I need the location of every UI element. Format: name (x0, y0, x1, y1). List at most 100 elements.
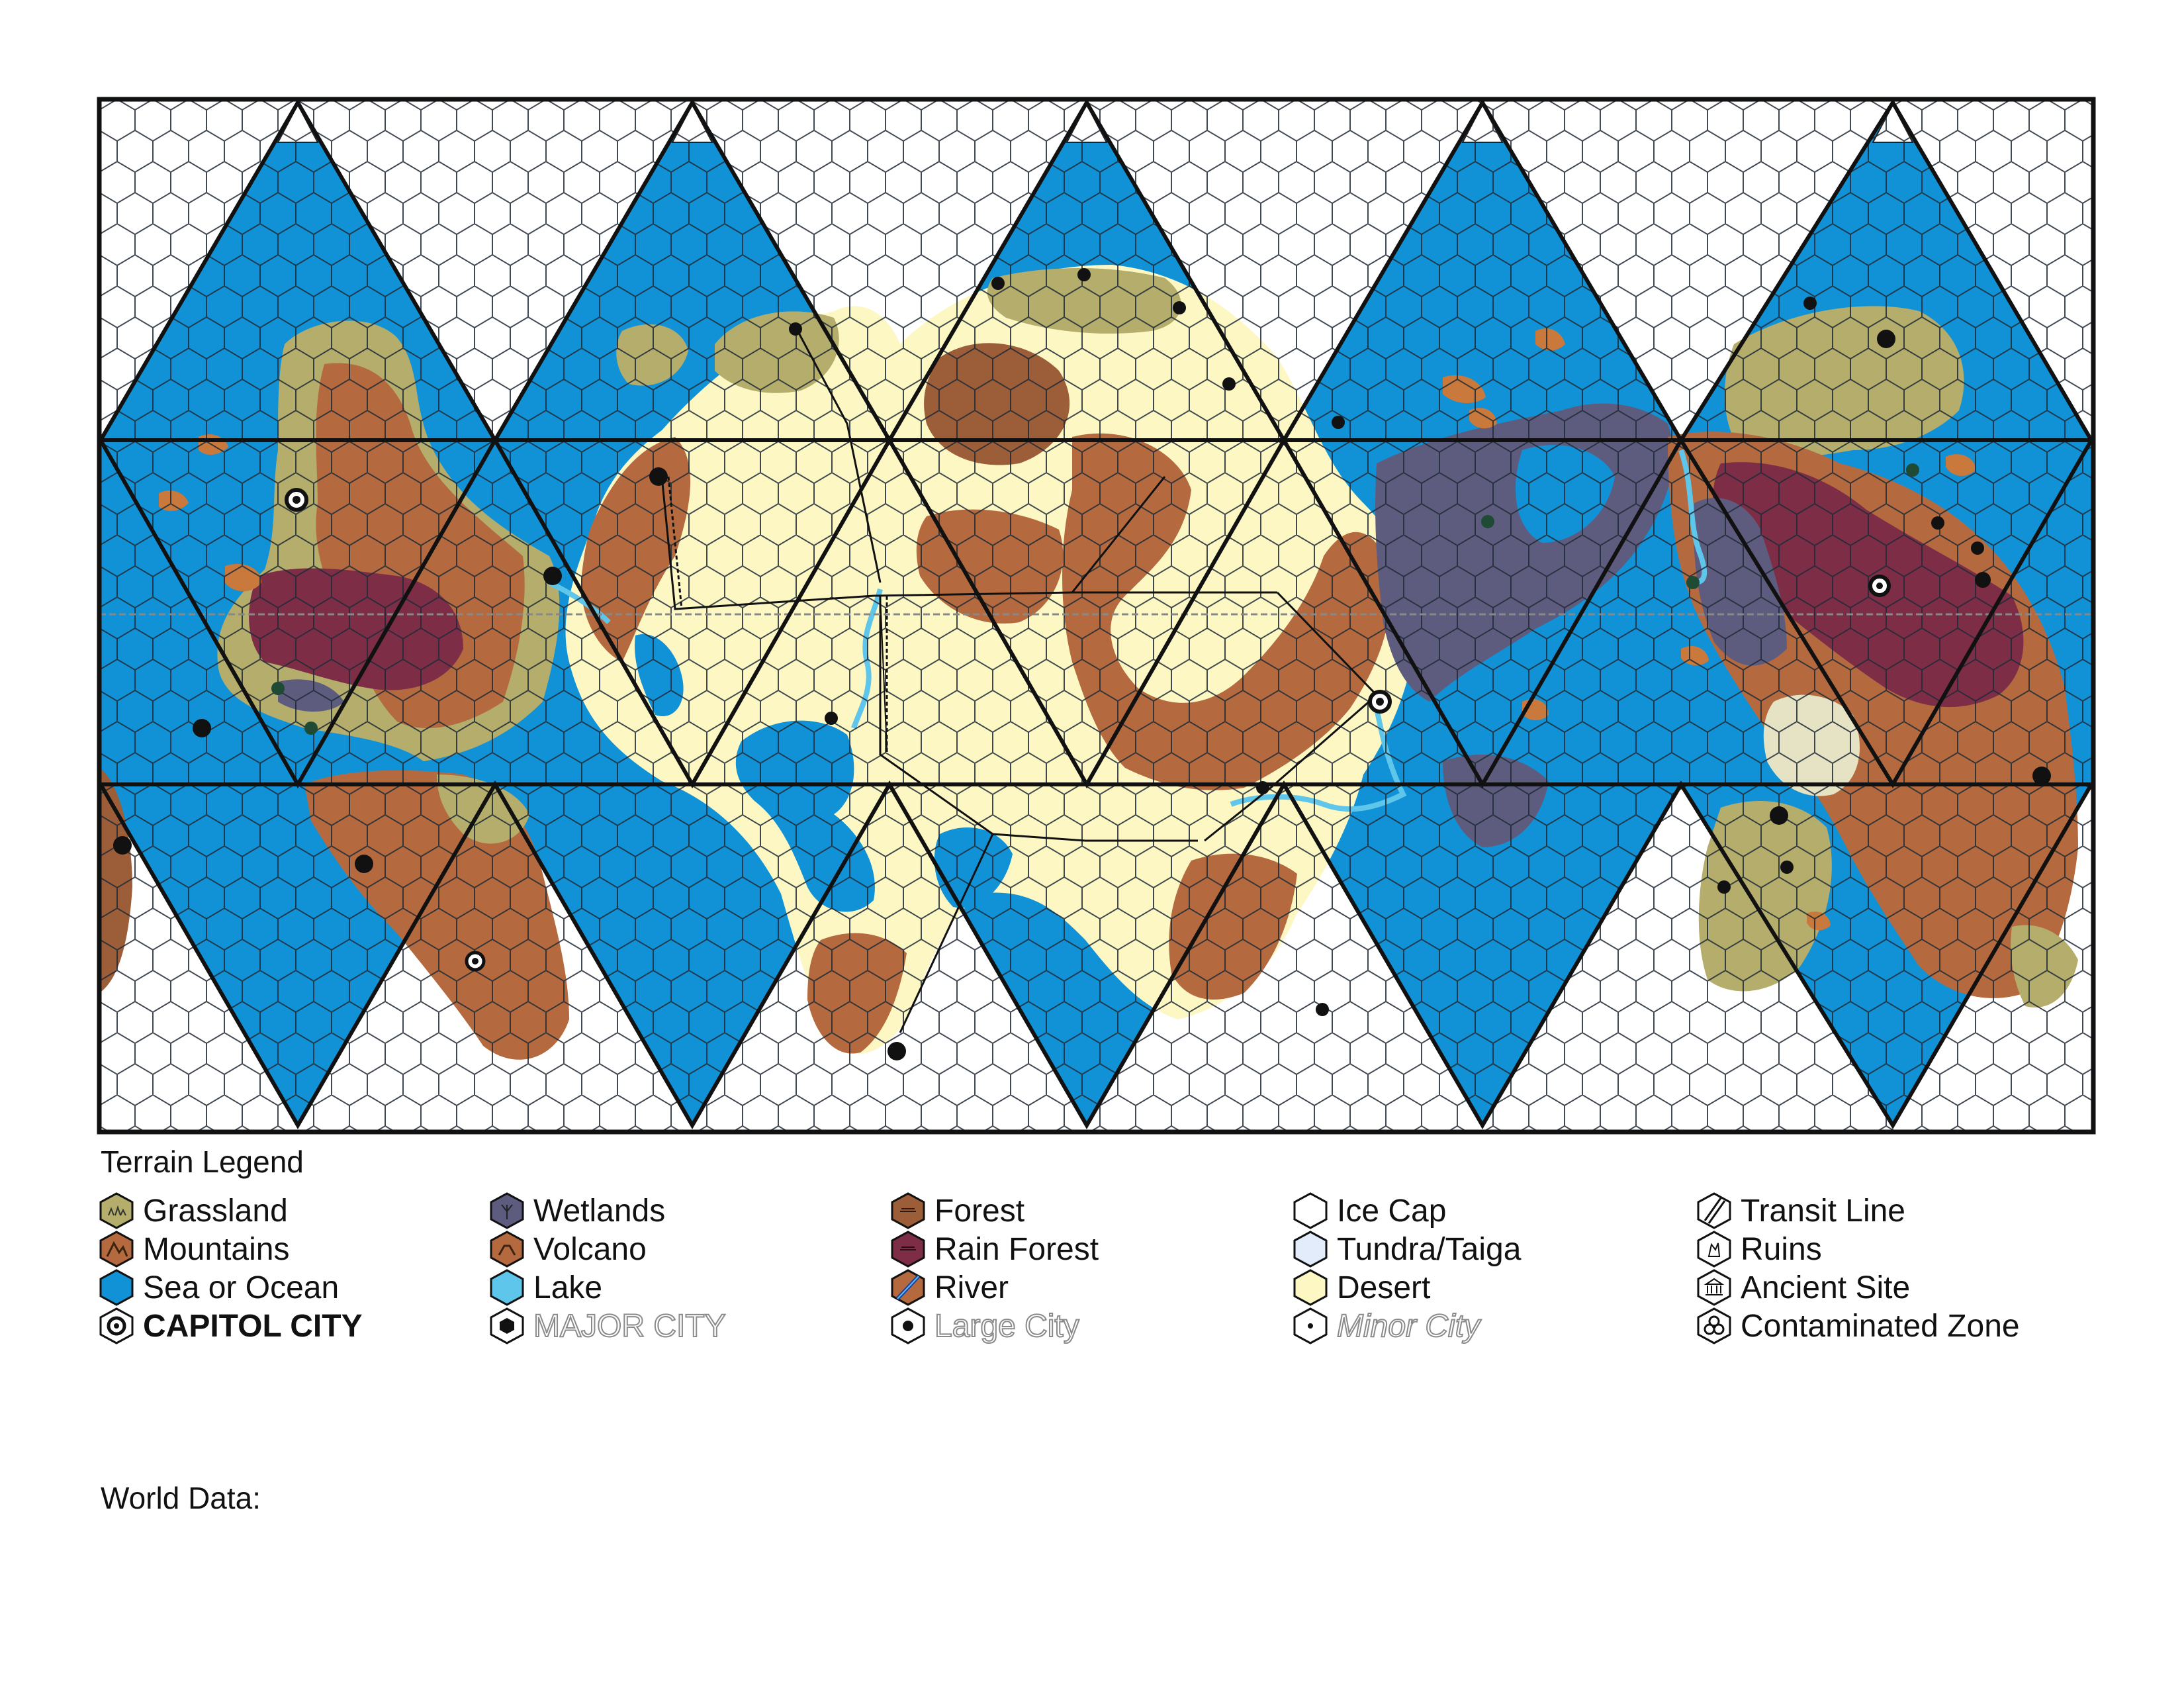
legend-label: Contaminated Zone (1741, 1308, 2020, 1344)
legend-item-large-city: Large City (889, 1307, 1273, 1345)
legend-label: Mountains (143, 1231, 290, 1267)
city-marker (1222, 377, 1236, 391)
lake-hex-icon (490, 1269, 524, 1306)
city-marker (1077, 268, 1091, 281)
city-marker (789, 322, 802, 336)
legend-item-capitol-city: CAPITOL CITY (98, 1307, 482, 1345)
city-marker (1332, 416, 1345, 429)
legend-item-sea: Sea or Ocean (98, 1268, 482, 1307)
desert-hex-icon (1293, 1269, 1328, 1306)
city-marker (1717, 880, 1731, 894)
legend-label: Ruins (1741, 1231, 1822, 1267)
legend-label: Sea or Ocean (143, 1270, 340, 1305)
city-marker (1971, 541, 1984, 555)
world-data-label: World Data: (101, 1481, 261, 1515)
legend-label: Ancient Site (1741, 1270, 1911, 1305)
legend-label: MAJOR CITY (533, 1308, 727, 1344)
city-marker (1877, 330, 1895, 348)
legend-label: Lake (533, 1270, 603, 1305)
transit-line-icon (1697, 1192, 1731, 1229)
city-marker (825, 712, 838, 725)
major-city-icon (490, 1307, 524, 1344)
rain-forest-hex-icon (891, 1231, 925, 1268)
ancient-site-icon (1697, 1269, 1731, 1306)
city-marker (1876, 583, 1883, 589)
cities (113, 268, 2051, 1060)
legend-label: River (934, 1270, 1009, 1305)
legend-item-minor-city: Minor City (1292, 1307, 1676, 1345)
minor-city-icon (1293, 1307, 1328, 1344)
legend-column-1: Grassland Mountains Sea or Ocean CAPITOL… (98, 1192, 482, 1345)
city-marker (543, 567, 562, 585)
biohazard-icon (1697, 1307, 1731, 1344)
legend-column-5: Transit Line Ruins Ancient Site Contamin… (1696, 1192, 2079, 1345)
city-marker (293, 496, 300, 504)
city-marker (1376, 698, 1384, 706)
legend-item-grassland: Grassland (98, 1192, 482, 1230)
map-terrain-layer (99, 99, 2093, 1132)
city-marker (1316, 1003, 1329, 1016)
legend-item-tundra: Tundra/Taiga (1292, 1230, 1676, 1268)
city-marker (355, 855, 373, 873)
hex-grid (99, 99, 2093, 1132)
legend-item-ancient-site: Ancient Site (1696, 1268, 2079, 1307)
legend-item-desert: Desert (1292, 1268, 1676, 1307)
legend-item-transit-line: Transit Line (1696, 1192, 2079, 1230)
legend-title: Terrain Legend (101, 1145, 304, 1179)
city-marker (887, 1042, 906, 1060)
city-marker (1780, 861, 1794, 874)
legend-label: Minor City (1336, 1308, 1480, 1344)
city-marker (113, 836, 132, 855)
legend-item-lake: Lake (488, 1268, 872, 1307)
legend-column-3: Forest Rain Forest River Large City (889, 1192, 1273, 1345)
city-marker (304, 722, 318, 735)
grassland-hex-icon (99, 1192, 134, 1229)
icosahedral-net (97, 97, 2096, 1135)
large-city-icon (891, 1307, 925, 1344)
city-marker (1481, 515, 1494, 528)
legend-column-2: Wetlands Volcano Lake MAJOR CITY (488, 1192, 872, 1345)
city-marker (991, 277, 1005, 290)
city-marker (1803, 297, 1817, 310)
legend-label: Rain Forest (934, 1231, 1099, 1267)
city-marker (271, 682, 285, 695)
legend-label: Transit Line (1741, 1193, 1905, 1229)
legend-label: Tundra/Taiga (1337, 1231, 1522, 1267)
capitol-city-icon (99, 1307, 134, 1344)
legend-column-4: Ice Cap Tundra/Taiga Desert Minor City (1292, 1192, 1676, 1345)
legend-label: Forest (934, 1193, 1025, 1229)
legend-item-forest: Forest (889, 1192, 1273, 1230)
sea-hex-icon (99, 1269, 134, 1306)
legend-label: Wetlands (533, 1193, 666, 1229)
legend-label: Desert (1337, 1270, 1431, 1305)
legend-label: Volcano (533, 1231, 647, 1267)
transit-lines (660, 324, 1379, 1033)
legend-item-contaminated-zone: Contaminated Zone (1696, 1307, 2079, 1345)
city-marker (1975, 572, 1991, 588)
wetlands-hex-icon (490, 1192, 524, 1229)
city-marker (1931, 516, 1944, 530)
legend-item-ruins: Ruins (1696, 1230, 2079, 1268)
city-marker (1173, 301, 1186, 314)
legend-label: Large City (934, 1308, 1080, 1344)
legend-item-rain-forest: Rain Forest (889, 1230, 1273, 1268)
river-hex-icon (891, 1269, 925, 1306)
legend-item-river: River (889, 1268, 1273, 1307)
legend-label: Grassland (143, 1193, 288, 1229)
legend-item-volcano: Volcano (488, 1230, 872, 1268)
icosahedral-world-map (97, 97, 2096, 1135)
tundra-hex-icon (1293, 1231, 1328, 1268)
city-marker (1770, 806, 1788, 825)
city-marker (2032, 767, 2051, 785)
volcano-hex-icon (490, 1231, 524, 1268)
city-marker (193, 719, 211, 737)
city-marker (649, 467, 668, 486)
legend-label: CAPITOL CITY (143, 1308, 363, 1344)
forest-hex-icon (891, 1192, 925, 1229)
legend-item-mountains: Mountains (98, 1230, 482, 1268)
city-marker (1906, 463, 1919, 477)
ice-cap-hex-icon (1293, 1192, 1328, 1229)
mountains-hex-icon (99, 1231, 134, 1268)
legend-item-ice-cap: Ice Cap (1292, 1192, 1676, 1230)
legend-item-wetlands: Wetlands (488, 1192, 872, 1230)
